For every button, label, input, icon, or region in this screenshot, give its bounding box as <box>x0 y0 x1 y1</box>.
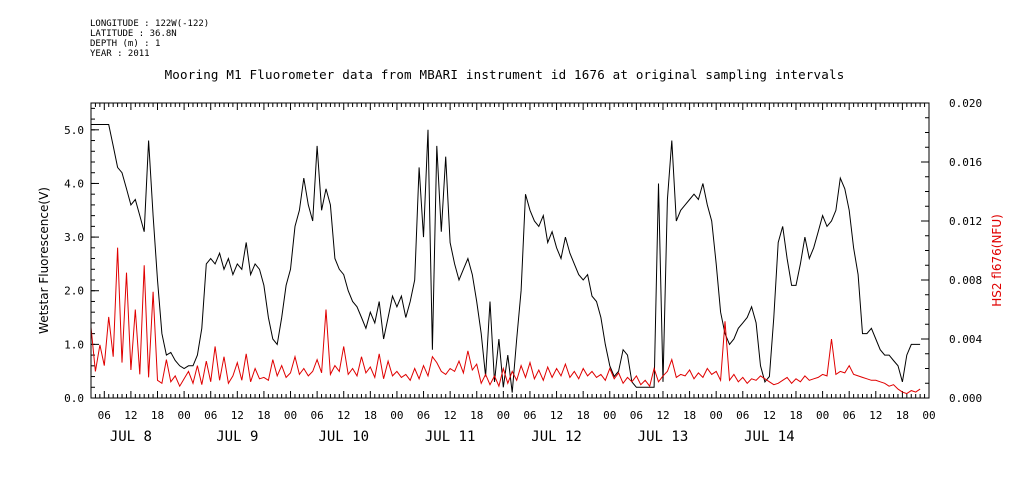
x-day-label: JUL 11 <box>425 429 476 445</box>
x-tick-label: 12 <box>550 409 563 422</box>
x-tick-label: 06 <box>523 409 536 422</box>
y-left-tick-label: 0.0 <box>64 392 84 405</box>
series-line-wetstar <box>91 124 921 393</box>
x-tick-label: 06 <box>311 409 324 422</box>
y-left-tick-label: 4.0 <box>64 177 84 190</box>
y-axis-left-title: Wetstar Fluorescence(V) <box>37 187 51 334</box>
y-right-tick-label: 0.004 <box>949 333 982 346</box>
x-tick-label: 00 <box>177 409 190 422</box>
x-tick-label: 18 <box>789 409 802 422</box>
y-right-tick-label: 0.020 <box>949 97 982 110</box>
x-tick-label: 12 <box>231 409 244 422</box>
x-tick-label: 00 <box>710 409 723 422</box>
y-axis-right-title: HS2 fl676(NFU) <box>990 214 1004 307</box>
x-tick-label: 06 <box>843 409 856 422</box>
y-right-tick-label: 0.008 <box>949 274 982 287</box>
y-left-tick-label: 2.0 <box>64 285 84 298</box>
y-left-tick-label: 1.0 <box>64 338 84 351</box>
meta-year: YEAR : 2011 <box>90 49 150 59</box>
x-tick-label: 06 <box>204 409 217 422</box>
x-tick-label: 12 <box>337 409 350 422</box>
x-tick-label: 18 <box>151 409 164 422</box>
y-left-tick-label: 3.0 <box>64 231 84 244</box>
x-day-label: JUL 13 <box>638 429 689 445</box>
x-tick-label: 18 <box>257 409 270 422</box>
y-left-tick-label: 5.0 <box>64 124 84 137</box>
meta-depth: DEPTH (m) : 1 <box>90 39 161 49</box>
y-right-tick-label: 0.016 <box>949 156 982 169</box>
x-tick-label: 12 <box>656 409 669 422</box>
x-tick-label: 18 <box>577 409 590 422</box>
x-tick-label: 00 <box>284 409 297 422</box>
x-tick-label: 00 <box>816 409 829 422</box>
x-tick-label: 12 <box>444 409 457 422</box>
x-tick-label: 18 <box>896 409 909 422</box>
x-tick-label: 06 <box>630 409 643 422</box>
x-tick-label: 00 <box>603 409 616 422</box>
x-tick-label: 00 <box>922 409 935 422</box>
x-tick-label: 12 <box>124 409 137 422</box>
y-right-tick-label: 0.012 <box>949 215 982 228</box>
x-day-label: JUL 9 <box>216 429 258 445</box>
x-tick-label: 18 <box>683 409 696 422</box>
x-tick-label: 06 <box>417 409 430 422</box>
y-right-tick-label: 0.000 <box>949 392 982 405</box>
x-day-label: JUL 10 <box>318 429 369 445</box>
plot-frame <box>90 102 930 399</box>
x-tick-label: 12 <box>763 409 776 422</box>
x-day-label: JUL 14 <box>744 429 795 445</box>
x-day-label: JUL 8 <box>110 429 152 445</box>
meta-latitude: LATITUDE : 36.8N <box>90 29 177 39</box>
x-tick-label: 00 <box>390 409 403 422</box>
chart-title: Mooring M1 Fluorometer data from MBARI i… <box>164 67 845 82</box>
series-line-hs2 <box>90 247 921 395</box>
x-tick-label: 18 <box>470 409 483 422</box>
x-tick-label: 06 <box>736 409 749 422</box>
x-tick-label: 06 <box>98 409 111 422</box>
x-day-label: JUL 12 <box>531 429 582 445</box>
axis-ticks <box>90 102 930 399</box>
x-tick-label: 12 <box>869 409 882 422</box>
meta-longitude: LONGITUDE : 122W(-122) <box>90 19 210 29</box>
x-tick-label: 18 <box>364 409 377 422</box>
axis-labels: 06 12 18 00 06 12 18 00 06 12 18 00 06 12 18 00 06 12 18 00… <box>64 97 982 445</box>
series-lines <box>90 124 921 395</box>
x-tick-label: 00 <box>497 409 510 422</box>
metadata-block: LONGITUDE : 122W(-122) LATITUDE : 36.8N … <box>90 19 209 59</box>
